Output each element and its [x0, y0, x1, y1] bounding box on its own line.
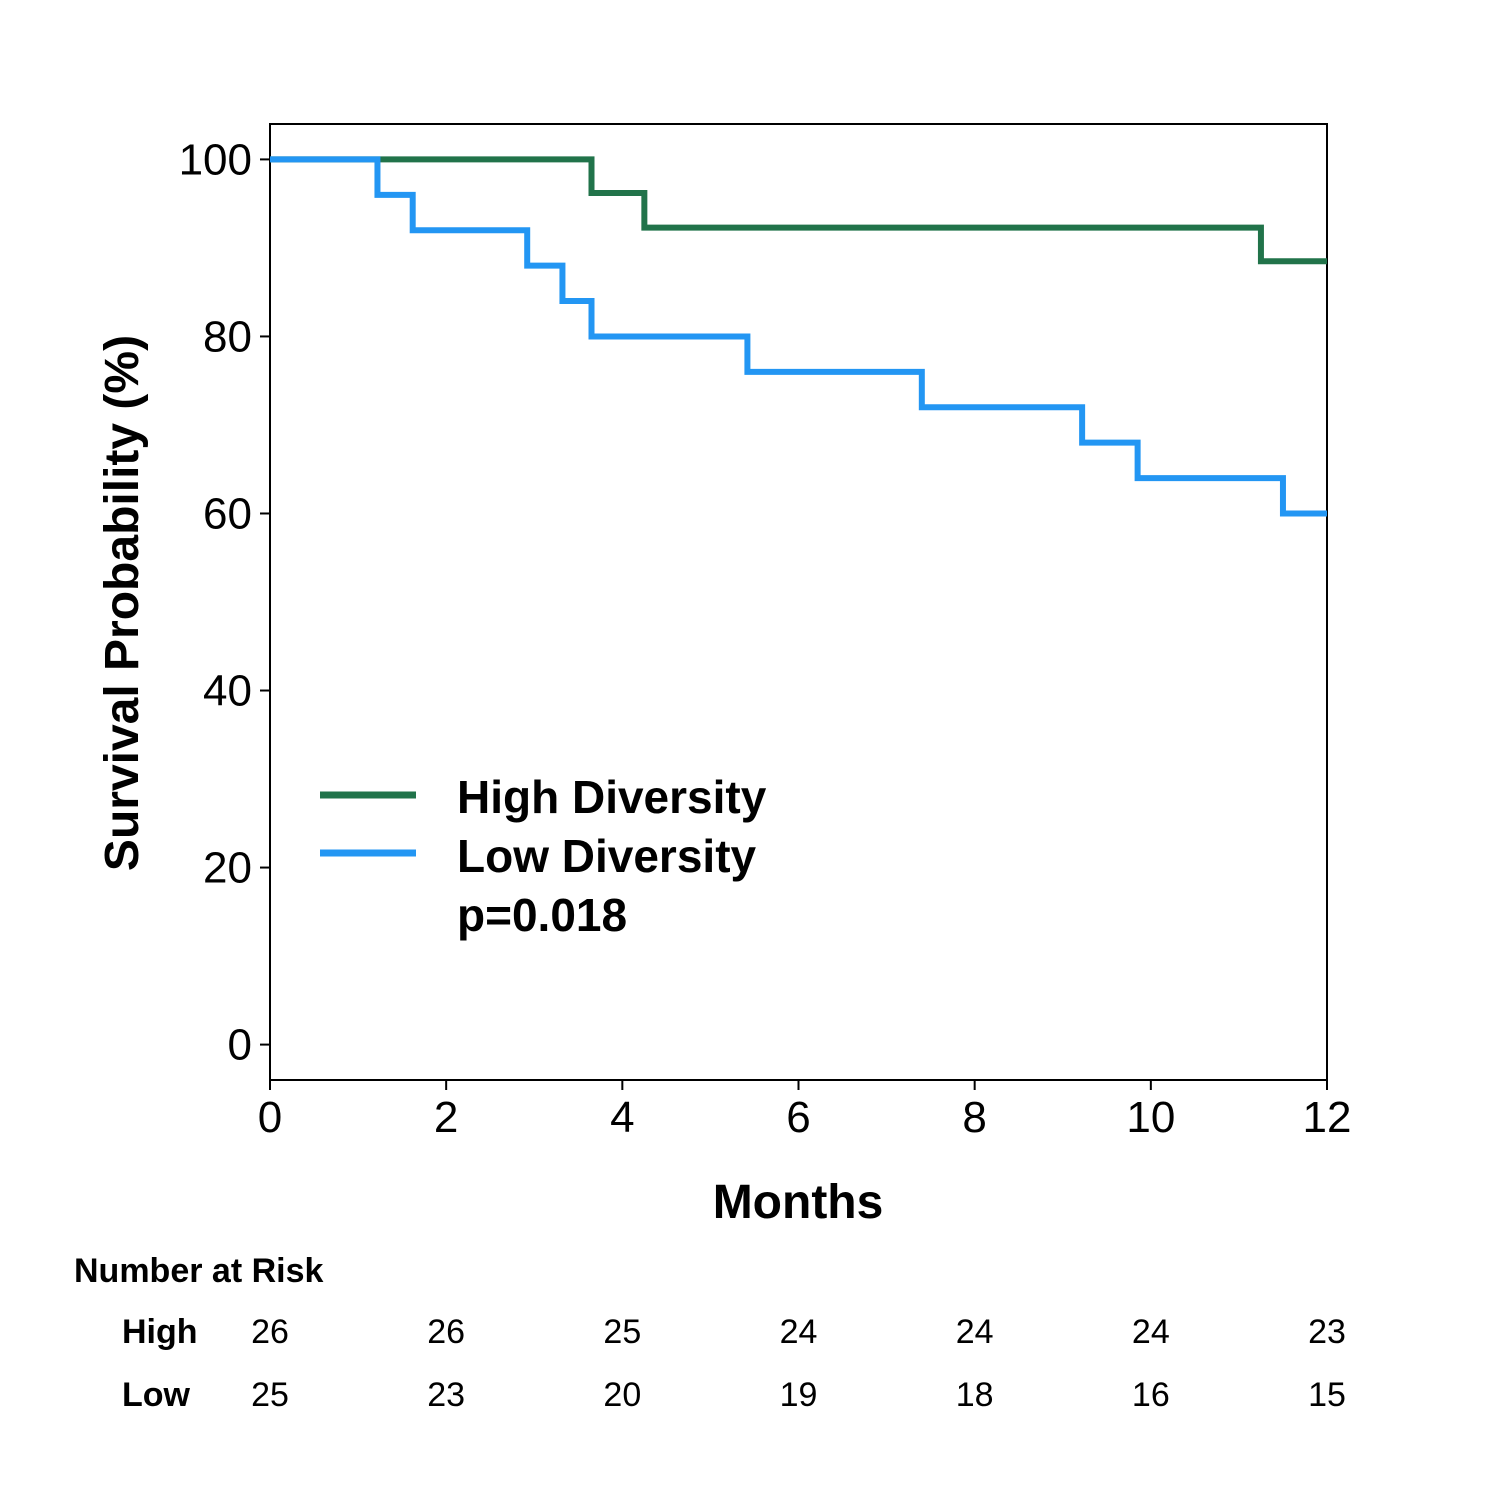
risk-cell: 20: [603, 1376, 641, 1414]
risk-cell: 19: [780, 1376, 818, 1414]
y-tick-label: 20: [203, 844, 252, 893]
risk-cell: 24: [956, 1313, 994, 1351]
risk-row-label: Low: [122, 1376, 191, 1414]
risk-cell: 23: [1308, 1313, 1346, 1351]
y-tick-label: 0: [228, 1021, 252, 1070]
series-layer: [270, 156, 1327, 517]
x-tick-label: 6: [786, 1093, 810, 1142]
x-axis-ticks: 0 2 4 6 8 10 12: [258, 1080, 1352, 1142]
risk-cell: 24: [780, 1313, 818, 1351]
legend-label-low-diversity: Low Diversity: [457, 830, 757, 882]
risk-cell: 18: [956, 1376, 994, 1414]
x-tick-label: 12: [1303, 1093, 1352, 1142]
risk-table: Number at Risk High 26 26 25 24 24 24 23 Low 25 23…: [74, 1252, 1346, 1414]
y-tick-label: 40: [203, 667, 252, 716]
x-axis-title: Months: [713, 1176, 884, 1229]
x-tick-label: 10: [1126, 1093, 1175, 1142]
y-axis-title: Survival Probability (%): [96, 335, 149, 871]
risk-cell: 16: [1132, 1376, 1170, 1414]
y-tick-label: 80: [203, 312, 252, 361]
risk-table-rows: High 26 26 25 24 24 24 23 Low 25 23 20 19 18 16 15: [122, 1313, 1346, 1414]
risk-cell: 15: [1308, 1376, 1346, 1414]
legend: High Diversity Low Diversity p=0.018: [320, 771, 767, 941]
legend-label-high-diversity: High Diversity: [457, 771, 767, 823]
y-axis-ticks: 0 20 40 60 80 100: [179, 135, 270, 1070]
risk-table-title: Number at Risk: [74, 1252, 323, 1290]
risk-cell: 26: [427, 1313, 465, 1351]
x-tick-label: 2: [434, 1093, 458, 1142]
risk-cell: 26: [251, 1313, 289, 1351]
x-tick-label: 0: [258, 1093, 282, 1142]
plot-frame: [269, 123, 1328, 1081]
risk-cell: 24: [1132, 1313, 1170, 1351]
y-tick-label: 100: [179, 135, 252, 184]
series-line-high-diversity: [270, 156, 1327, 265]
risk-cell: 25: [251, 1376, 289, 1414]
risk-row-label: High: [122, 1313, 198, 1351]
x-tick-label: 8: [962, 1093, 986, 1142]
series-line-low-diversity: [270, 156, 1327, 517]
y-tick-label: 60: [203, 489, 252, 538]
p-value-annotation: p=0.018: [457, 889, 627, 941]
x-tick-label: 4: [610, 1093, 634, 1142]
risk-cell: 23: [427, 1376, 465, 1414]
risk-cell: 25: [603, 1313, 641, 1351]
